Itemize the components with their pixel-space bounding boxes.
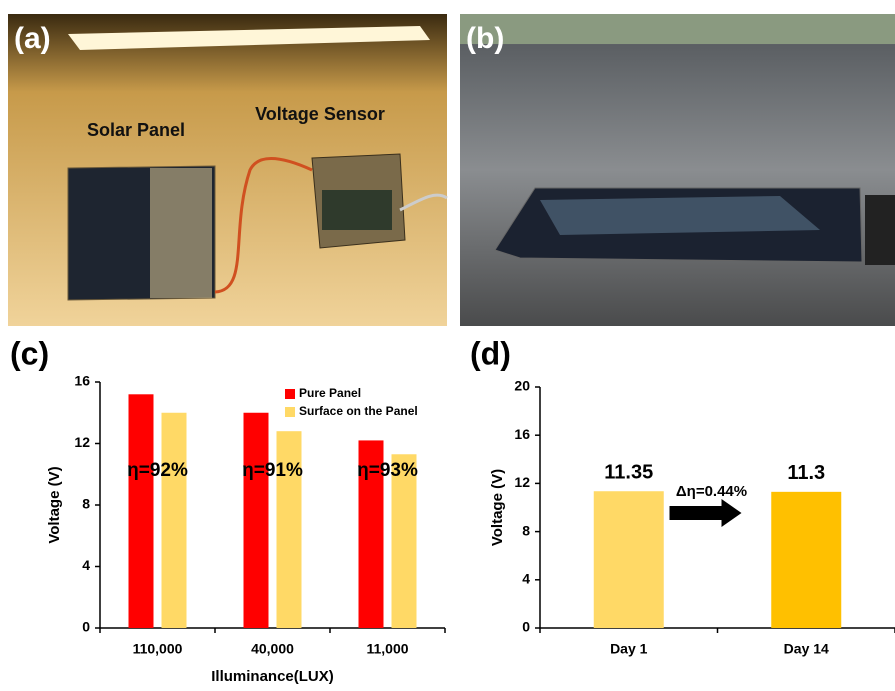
x-tick-label: Day 1 xyxy=(610,641,648,657)
y-tick-label: 0 xyxy=(82,619,90,635)
legend-swatch xyxy=(285,389,295,399)
y-axis-title: Voltage (V) xyxy=(489,469,506,546)
y-tick-label: 4 xyxy=(82,557,90,573)
bar xyxy=(594,491,664,628)
x-tick-label: Day 14 xyxy=(784,641,829,657)
y-tick-label: 8 xyxy=(82,496,90,512)
y-tick-label: 16 xyxy=(514,426,530,442)
bar xyxy=(771,492,841,628)
x-tick-label: 110,000 xyxy=(133,641,183,657)
figure: (a) Solar Panel Voltage Sensor (b) (c) Vo… xyxy=(0,0,895,686)
legend-swatch xyxy=(285,407,295,417)
value-label: 11.35 xyxy=(604,462,653,484)
annotation: Δη=0.44% xyxy=(676,483,747,500)
arrow xyxy=(670,499,742,527)
annotation: η=92% xyxy=(127,460,188,481)
x-tick-label: 11,000 xyxy=(366,641,408,657)
bar xyxy=(244,413,269,628)
photo-annotation: Solar Panel xyxy=(87,120,185,140)
annotation: η=91% xyxy=(242,460,303,481)
annotation: η=93% xyxy=(357,460,418,481)
photo-a: (a) Solar Panel Voltage Sensor xyxy=(8,14,447,326)
panel-label: (b) xyxy=(466,22,504,55)
y-axis-title: Voltage (V) xyxy=(46,466,63,543)
y-tick-label: 4 xyxy=(522,571,530,587)
y-tick-label: 16 xyxy=(74,373,90,389)
bar xyxy=(129,394,154,628)
y-tick-label: 12 xyxy=(74,434,90,450)
photo-b: (b) xyxy=(460,14,895,326)
x-tick-label: 40,000 xyxy=(251,641,294,657)
y-tick-label: 20 xyxy=(514,378,530,394)
x-axis-title: Illuminance(LUX) xyxy=(211,668,334,685)
photo-annotation: Voltage Sensor xyxy=(255,104,385,124)
panel-label: (a) xyxy=(14,22,51,55)
panel-label: (d) xyxy=(470,335,511,371)
y-tick-label: 12 xyxy=(514,474,530,490)
bar xyxy=(162,413,187,628)
y-tick-label: 0 xyxy=(522,619,530,635)
value-label: 11.3 xyxy=(787,462,825,484)
legend-label: Surface on the Panel xyxy=(299,404,418,418)
y-tick-label: 8 xyxy=(522,522,530,538)
legend-label: Pure Panel xyxy=(299,386,361,400)
panel-label: (c) xyxy=(10,335,49,371)
